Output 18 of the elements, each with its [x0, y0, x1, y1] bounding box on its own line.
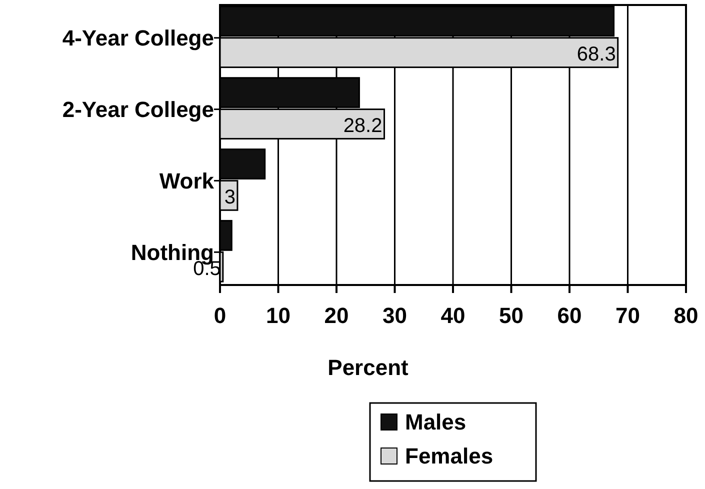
x-tick-label: 10 — [266, 303, 290, 328]
data-label: 3 — [224, 186, 236, 208]
x-tick-label: 80 — [674, 303, 698, 328]
x-axis-title: Percent — [328, 355, 410, 380]
data-label: 28.2 — [343, 115, 382, 137]
x-tick-label: 60 — [557, 303, 582, 328]
x-tick-label: 40 — [440, 303, 466, 328]
x-tick-label: 70 — [616, 303, 640, 328]
x-tick-label: 50 — [499, 303, 524, 328]
y-tick-label: 2-Year College — [62, 96, 214, 122]
x-tick-label: 20 — [324, 303, 349, 328]
legend-label: Males — [405, 410, 466, 435]
y-tick-label: 4-Year College — [62, 26, 214, 51]
data-label: 68.3 — [576, 44, 616, 66]
legend-label: Females — [405, 444, 494, 469]
x-tick-label: 30 — [382, 303, 407, 328]
x-tick-label: 0 — [214, 303, 226, 328]
y-tick-label: Work — [159, 168, 215, 194]
